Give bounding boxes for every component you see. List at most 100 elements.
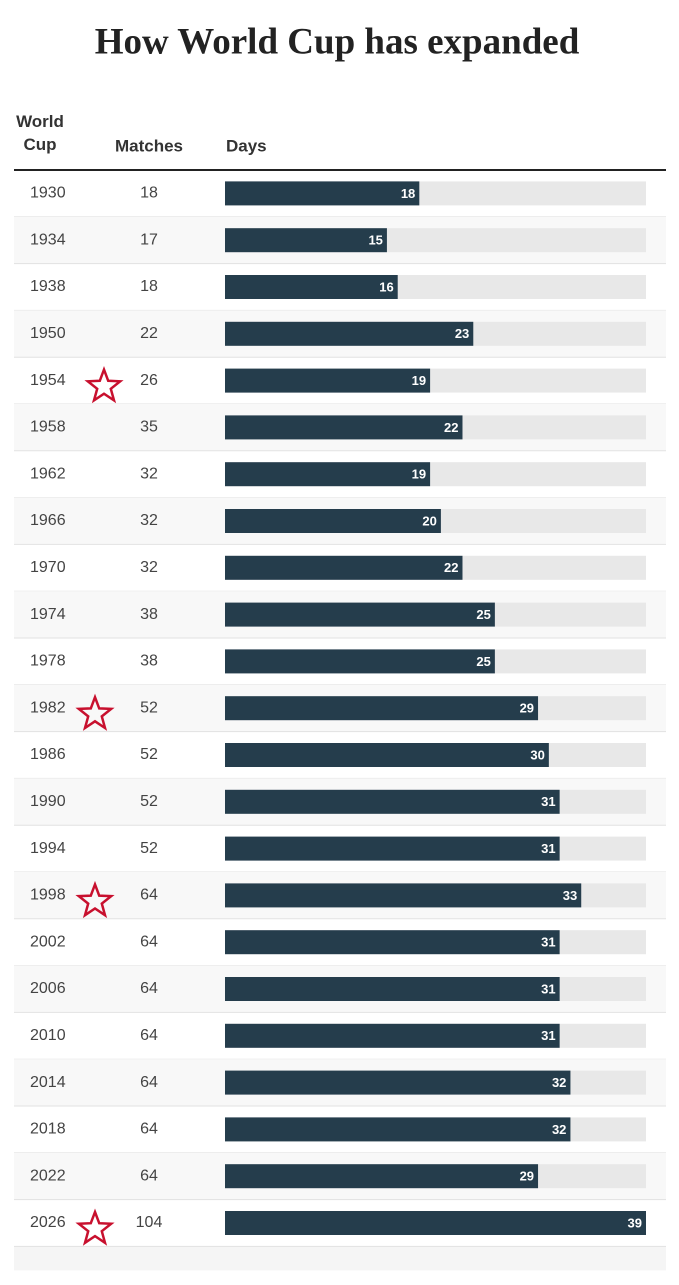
year: 1994 xyxy=(30,840,66,857)
matches: 52 xyxy=(140,746,158,763)
year: 1978 xyxy=(30,653,66,670)
matches: 64 xyxy=(140,980,158,997)
year: 1958 xyxy=(30,419,66,436)
star xyxy=(75,693,115,731)
bar-label: 19 xyxy=(412,467,426,482)
matches: 32 xyxy=(140,512,158,529)
matches: 38 xyxy=(140,606,158,623)
bar-label: 39 xyxy=(628,1215,642,1230)
bar xyxy=(225,228,387,253)
bar-label: 29 xyxy=(520,701,534,716)
bar xyxy=(225,415,463,440)
bar xyxy=(225,181,420,206)
bar xyxy=(225,1164,539,1189)
bar xyxy=(225,930,560,955)
bar-label: 33 xyxy=(563,888,577,903)
star xyxy=(75,1208,115,1246)
bar-label: 22 xyxy=(444,420,458,435)
bar xyxy=(225,649,495,674)
bar xyxy=(225,275,398,299)
bar xyxy=(225,1070,571,1095)
footer-band xyxy=(14,1246,666,1271)
star xyxy=(84,366,124,404)
matches-header: Matches xyxy=(115,136,183,155)
year: 1990 xyxy=(30,793,66,810)
bar-label: 31 xyxy=(541,1028,555,1043)
year: 2014 xyxy=(30,1074,66,1091)
bar-label: 18 xyxy=(401,186,415,201)
year: 1986 xyxy=(30,746,66,763)
bar-label: 31 xyxy=(541,981,555,996)
bar xyxy=(225,836,560,861)
bar-label: 31 xyxy=(541,794,555,809)
matches: 26 xyxy=(140,372,158,389)
bar-label: 31 xyxy=(541,841,555,856)
matches: 18 xyxy=(140,185,158,202)
year: 1962 xyxy=(30,465,66,482)
bar xyxy=(225,696,539,721)
star xyxy=(75,880,115,919)
bar-label: 30 xyxy=(530,747,544,762)
bar-label: 19 xyxy=(412,373,426,388)
bar xyxy=(225,1023,560,1048)
bar xyxy=(225,883,582,908)
bar-label: 22 xyxy=(444,560,458,575)
bar-label: 25 xyxy=(476,654,490,669)
cup-header: World Cup xyxy=(16,112,64,154)
matches: 32 xyxy=(140,465,158,482)
year: 1974 xyxy=(30,606,66,623)
bar xyxy=(225,321,474,346)
year: 1982 xyxy=(30,699,66,716)
matches: 104 xyxy=(136,1214,163,1231)
year: 2002 xyxy=(30,933,66,950)
cup-header-box: World Cup xyxy=(16,112,64,154)
bar xyxy=(225,977,560,1001)
bar-label: 32 xyxy=(552,1075,566,1090)
bar xyxy=(225,743,549,767)
year: 2018 xyxy=(30,1121,66,1138)
year: 1930 xyxy=(30,185,66,202)
days-header: Days xyxy=(226,136,267,155)
year: 1954 xyxy=(30,372,66,389)
year: 2010 xyxy=(30,1027,66,1044)
bar xyxy=(225,1211,646,1235)
year: 1938 xyxy=(30,278,66,295)
year: 1950 xyxy=(30,325,66,342)
bar-label: 32 xyxy=(552,1122,566,1137)
matches: 64 xyxy=(140,1121,158,1138)
bar xyxy=(225,368,431,393)
matches: 38 xyxy=(140,653,158,670)
year: 1998 xyxy=(30,887,66,904)
matches: 52 xyxy=(140,840,158,857)
year: 1934 xyxy=(30,231,66,248)
bar xyxy=(225,509,441,533)
bar-label: 25 xyxy=(476,607,490,622)
year: 2026 xyxy=(30,1214,66,1231)
matches: 35 xyxy=(140,419,158,436)
matches: 64 xyxy=(140,1167,158,1184)
matches: 64 xyxy=(140,933,158,950)
chart-title: How World Cup has expanded xyxy=(95,21,580,62)
bar xyxy=(225,789,560,814)
bar xyxy=(225,1117,571,1142)
year: 1966 xyxy=(30,512,66,529)
bar-label: 20 xyxy=(422,513,436,528)
matches: 64 xyxy=(140,1027,158,1044)
year: 1970 xyxy=(30,559,66,576)
bar-label: 31 xyxy=(541,935,555,950)
matches: 64 xyxy=(140,1074,158,1091)
bar xyxy=(225,602,495,627)
matches: 52 xyxy=(140,699,158,716)
year: 2022 xyxy=(30,1167,66,1184)
year: 2006 xyxy=(30,980,66,997)
bar-label: 16 xyxy=(379,279,393,294)
bar-label: 29 xyxy=(520,1169,534,1184)
bar-label: 23 xyxy=(455,326,469,341)
matches: 32 xyxy=(140,559,158,576)
matches: 17 xyxy=(140,231,158,248)
bar xyxy=(225,462,431,487)
matches: 22 xyxy=(140,325,158,342)
bar-label: 15 xyxy=(368,233,382,248)
matches: 64 xyxy=(140,887,158,904)
